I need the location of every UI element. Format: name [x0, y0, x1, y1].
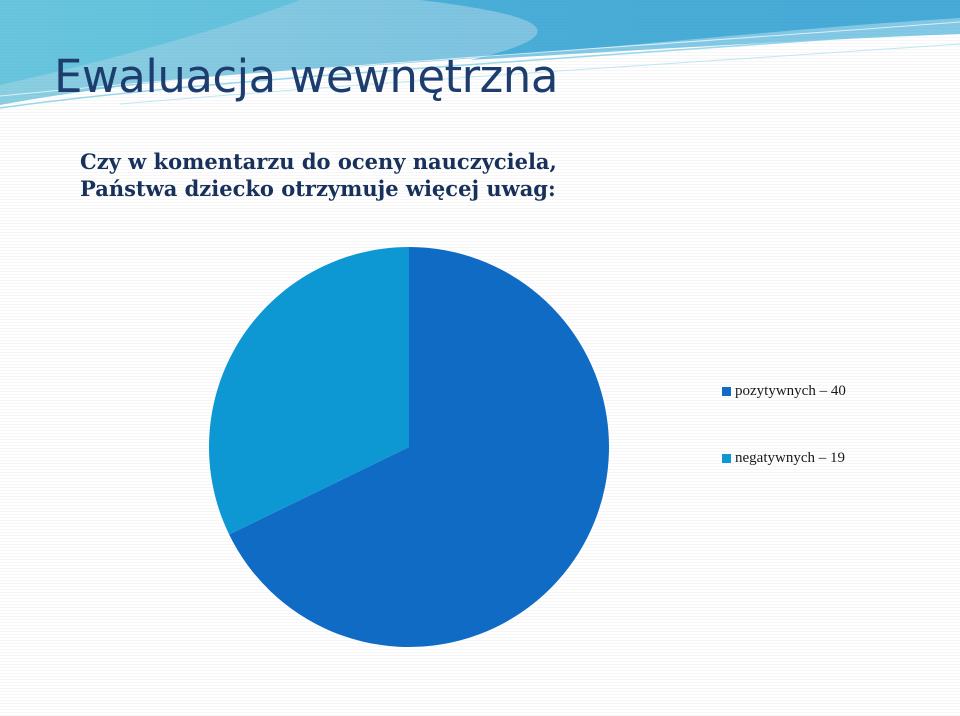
legend-label: negatywnych – 19: [735, 449, 845, 466]
chart-legend: pozytywnych – 40 negatywnych – 19: [722, 380, 942, 469]
legend-label: pozytywnych – 40: [735, 382, 846, 399]
header-swoosh-decoration: [0, 0, 960, 109]
legend-swatch: [722, 453, 731, 463]
pie-slice-negatywnych: [209, 247, 409, 535]
pie-slice-pozytywnych: [229, 247, 610, 647]
legend-swatch: [722, 386, 731, 396]
pie-chart: [209, 247, 610, 647]
slide-title: Ewaluacja wewnętrzna: [54, 50, 558, 103]
legend-item-pozytywnych: pozytywnych – 40: [722, 380, 942, 402]
survey-question: Czy w komentarzu do oceny nauczyciela, P…: [80, 149, 557, 201]
legend-item-negatywnych: negatywnych – 19: [722, 447, 942, 469]
